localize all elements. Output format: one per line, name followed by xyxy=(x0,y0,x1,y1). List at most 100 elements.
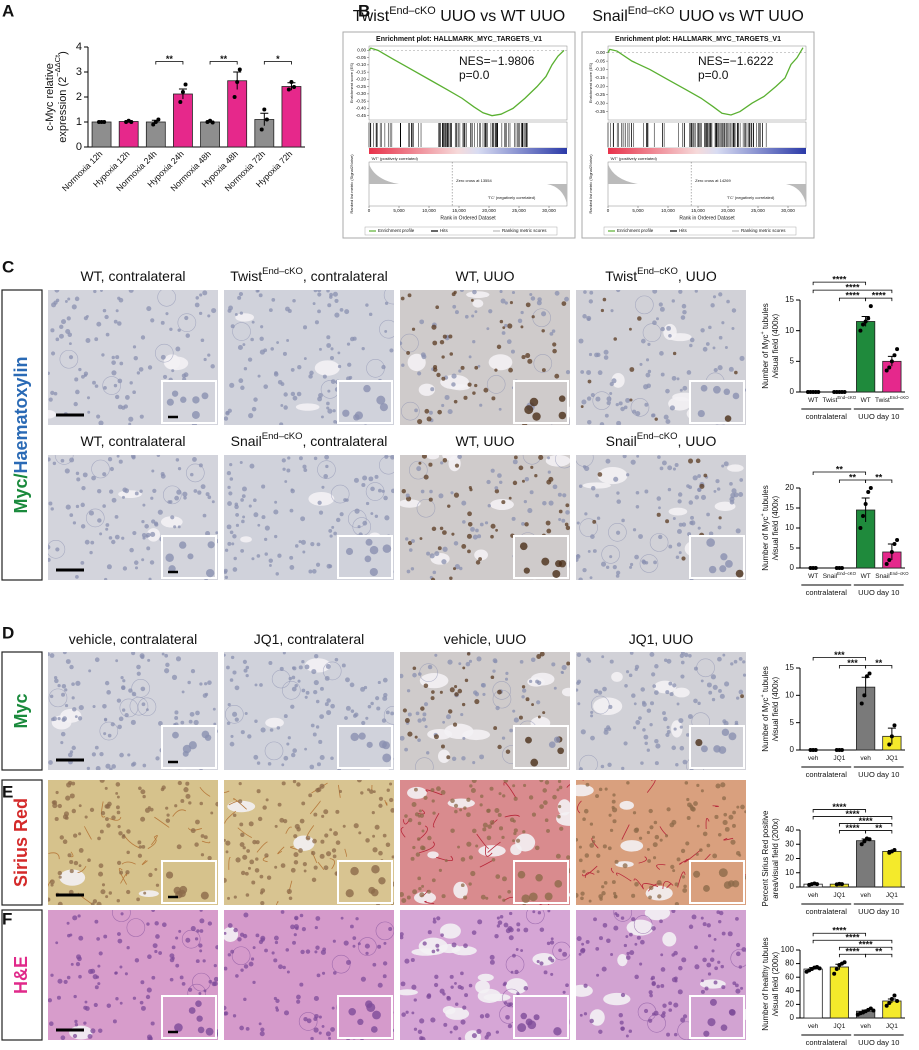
nucleus xyxy=(462,1006,466,1010)
nucleus xyxy=(75,297,80,302)
nucleus xyxy=(185,794,190,799)
y-tick-label: -0.45 xyxy=(356,113,367,118)
nucleus xyxy=(118,379,123,384)
nucleus xyxy=(123,566,127,570)
nucleus xyxy=(278,803,282,807)
nucleus xyxy=(314,1014,319,1019)
nucleus xyxy=(276,1008,279,1011)
nucleus xyxy=(626,1035,629,1038)
nucleus xyxy=(368,476,373,481)
nucleus xyxy=(616,571,620,575)
image-title: SnailEnd–cKO, UUO xyxy=(606,431,717,449)
nucleus xyxy=(421,885,424,888)
nucleus xyxy=(79,864,82,867)
x-tick-label: JQ1 xyxy=(886,1023,898,1030)
y-tick-label: -0.40 xyxy=(356,106,367,111)
nucleus xyxy=(494,369,497,372)
micrograph xyxy=(40,288,218,427)
nucleus xyxy=(699,848,703,852)
nucleus xyxy=(451,533,454,536)
nucleus xyxy=(582,870,585,873)
nucleus xyxy=(108,734,112,738)
nucleus xyxy=(355,917,358,920)
nucleus xyxy=(126,890,130,894)
nucleus xyxy=(713,295,716,298)
y-axis-label: Enrichment score (ES) xyxy=(588,62,593,103)
inset-nucleus xyxy=(534,1014,540,1020)
nucleus xyxy=(591,486,595,490)
nucleus xyxy=(191,669,195,673)
nucleus xyxy=(721,464,724,467)
inset xyxy=(690,536,744,578)
inset-nucleus xyxy=(202,731,210,739)
nucleus xyxy=(324,455,329,460)
nucleus xyxy=(171,369,174,372)
nucleus xyxy=(332,848,336,852)
nucleus xyxy=(418,1030,422,1034)
nucleus xyxy=(61,459,65,463)
nucleus xyxy=(260,891,263,894)
nucleus xyxy=(741,947,746,952)
nucleus xyxy=(404,959,409,964)
nucleus xyxy=(222,1006,226,1010)
nucleus xyxy=(201,853,204,856)
y-tick-label: -0.30 xyxy=(595,100,606,105)
rank-color-bar xyxy=(369,148,567,154)
nucleus xyxy=(468,383,472,387)
nucleus xyxy=(319,1031,322,1034)
nucleus xyxy=(258,817,262,821)
nucleus xyxy=(153,943,158,948)
nucleus xyxy=(463,396,467,400)
nucleus xyxy=(329,293,333,297)
nucleus xyxy=(274,372,279,377)
nucleus xyxy=(574,893,579,898)
nucleus xyxy=(251,557,254,560)
nucleus xyxy=(607,763,611,767)
nucleus xyxy=(174,804,177,807)
nucleus xyxy=(283,819,287,823)
nucleus xyxy=(661,373,665,377)
micrograph xyxy=(399,651,575,776)
data-point xyxy=(843,390,847,394)
nucleus xyxy=(521,695,524,698)
nucleus xyxy=(416,466,421,471)
significance-label: **** xyxy=(859,940,874,950)
nucleus xyxy=(703,347,708,352)
nucleus xyxy=(601,765,605,769)
nucleus xyxy=(458,1037,461,1040)
nucleus xyxy=(589,1019,593,1023)
data-point xyxy=(840,748,844,752)
y-tick-label: 30 xyxy=(785,839,794,848)
nucleus xyxy=(241,871,245,875)
nucleus xyxy=(475,844,478,847)
nucleus xyxy=(681,315,686,320)
nucleus xyxy=(170,978,174,982)
nucleus xyxy=(89,511,94,516)
nucleus xyxy=(92,381,96,385)
image-title-part: Twist xyxy=(230,268,262,284)
image-title: JQ1, UUO xyxy=(629,631,694,647)
inset-nucleus xyxy=(529,892,538,901)
y-tick-label: -0.10 xyxy=(595,67,606,72)
nucleus xyxy=(580,896,584,900)
nucleus xyxy=(308,374,312,378)
nucleus xyxy=(233,567,238,572)
nucleus xyxy=(65,795,70,800)
x-tick-label-part: veh xyxy=(808,755,819,762)
nucleus xyxy=(626,781,629,784)
nucleus xyxy=(654,664,658,668)
lumen xyxy=(235,313,254,321)
nucleus xyxy=(493,726,497,730)
nucleus xyxy=(525,477,529,481)
nucleus xyxy=(467,652,470,655)
nucleus xyxy=(391,489,396,494)
nucleus xyxy=(558,780,561,783)
nucleus xyxy=(621,767,624,770)
nucleus xyxy=(591,393,595,397)
y-tick-label: 3 xyxy=(76,66,82,78)
nucleus xyxy=(680,389,683,392)
nucleus xyxy=(641,339,646,344)
nucleus xyxy=(562,665,567,670)
y-tick-label: -0.25 xyxy=(595,92,606,97)
nucleus xyxy=(233,928,237,932)
